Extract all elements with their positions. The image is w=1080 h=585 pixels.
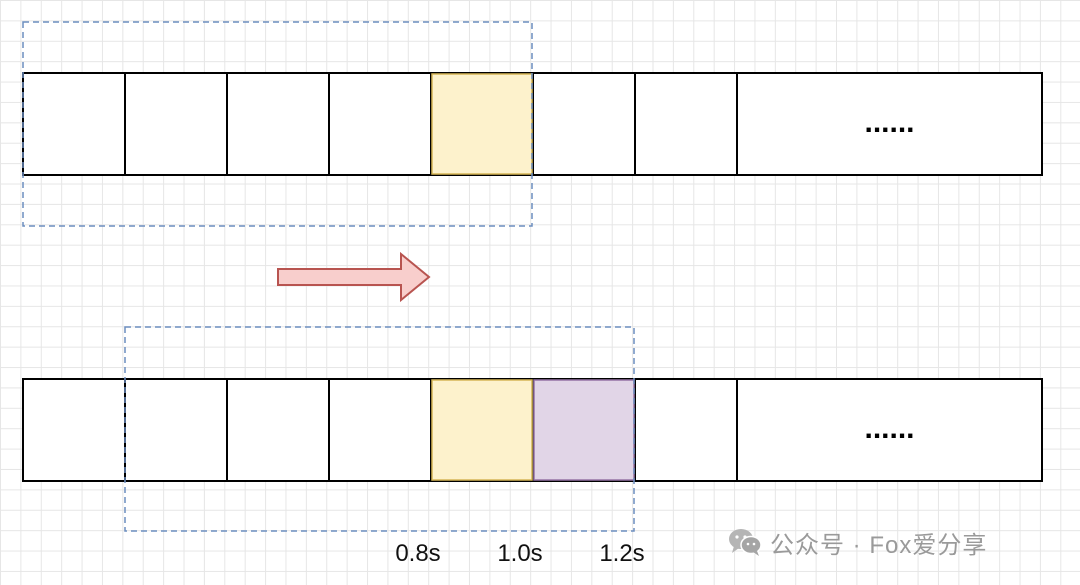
bottom-strip-cell-5-highlight: [431, 379, 533, 481]
bottom-strip-cell-6: [532, 378, 636, 482]
top-strip-cell-3: [226, 72, 330, 176]
shift-right-arrow: [277, 251, 431, 303]
bottom-strip-cell-1: [22, 378, 126, 482]
top-strip-cell-1: [22, 72, 126, 176]
bottom-strip-cell-5: [430, 378, 534, 482]
bottom-strip-cell-8: [736, 378, 1043, 482]
watermark: 公众号 · Fox爱分享: [728, 524, 987, 560]
time-label-1-2s: 1.2s: [599, 540, 645, 567]
watermark-text: 公众号 · Fox爱分享: [770, 531, 988, 559]
top-strip-cell-8: [736, 72, 1043, 176]
bottom-strip-ellipsis-label: ......: [864, 412, 914, 445]
top-strip: ......: [22, 72, 1043, 176]
top-strip-cell-7: [634, 72, 738, 176]
top-strip-cell-2: [124, 72, 228, 176]
wechat-icon: [729, 529, 762, 556]
top-strip-ellipsis-label: ......: [864, 106, 914, 139]
time-label-0-8s: 0.8s: [395, 540, 441, 567]
bottom-strip-cell-7: [634, 378, 738, 482]
bottom-strip-cell-2: [124, 378, 228, 482]
bottom-strip: ......: [22, 378, 1043, 482]
top-strip-cell-4: [328, 72, 432, 176]
top-strip-cell-6: [532, 72, 636, 176]
bottom-sliding-window: [124, 326, 635, 532]
time-label-1-0s: 1.0s: [497, 540, 543, 567]
top-sliding-window: [22, 21, 533, 227]
bottom-strip-cell-4: [328, 378, 432, 482]
top-strip-cell-5: [430, 72, 534, 176]
bottom-strip-cell-3: [226, 378, 330, 482]
